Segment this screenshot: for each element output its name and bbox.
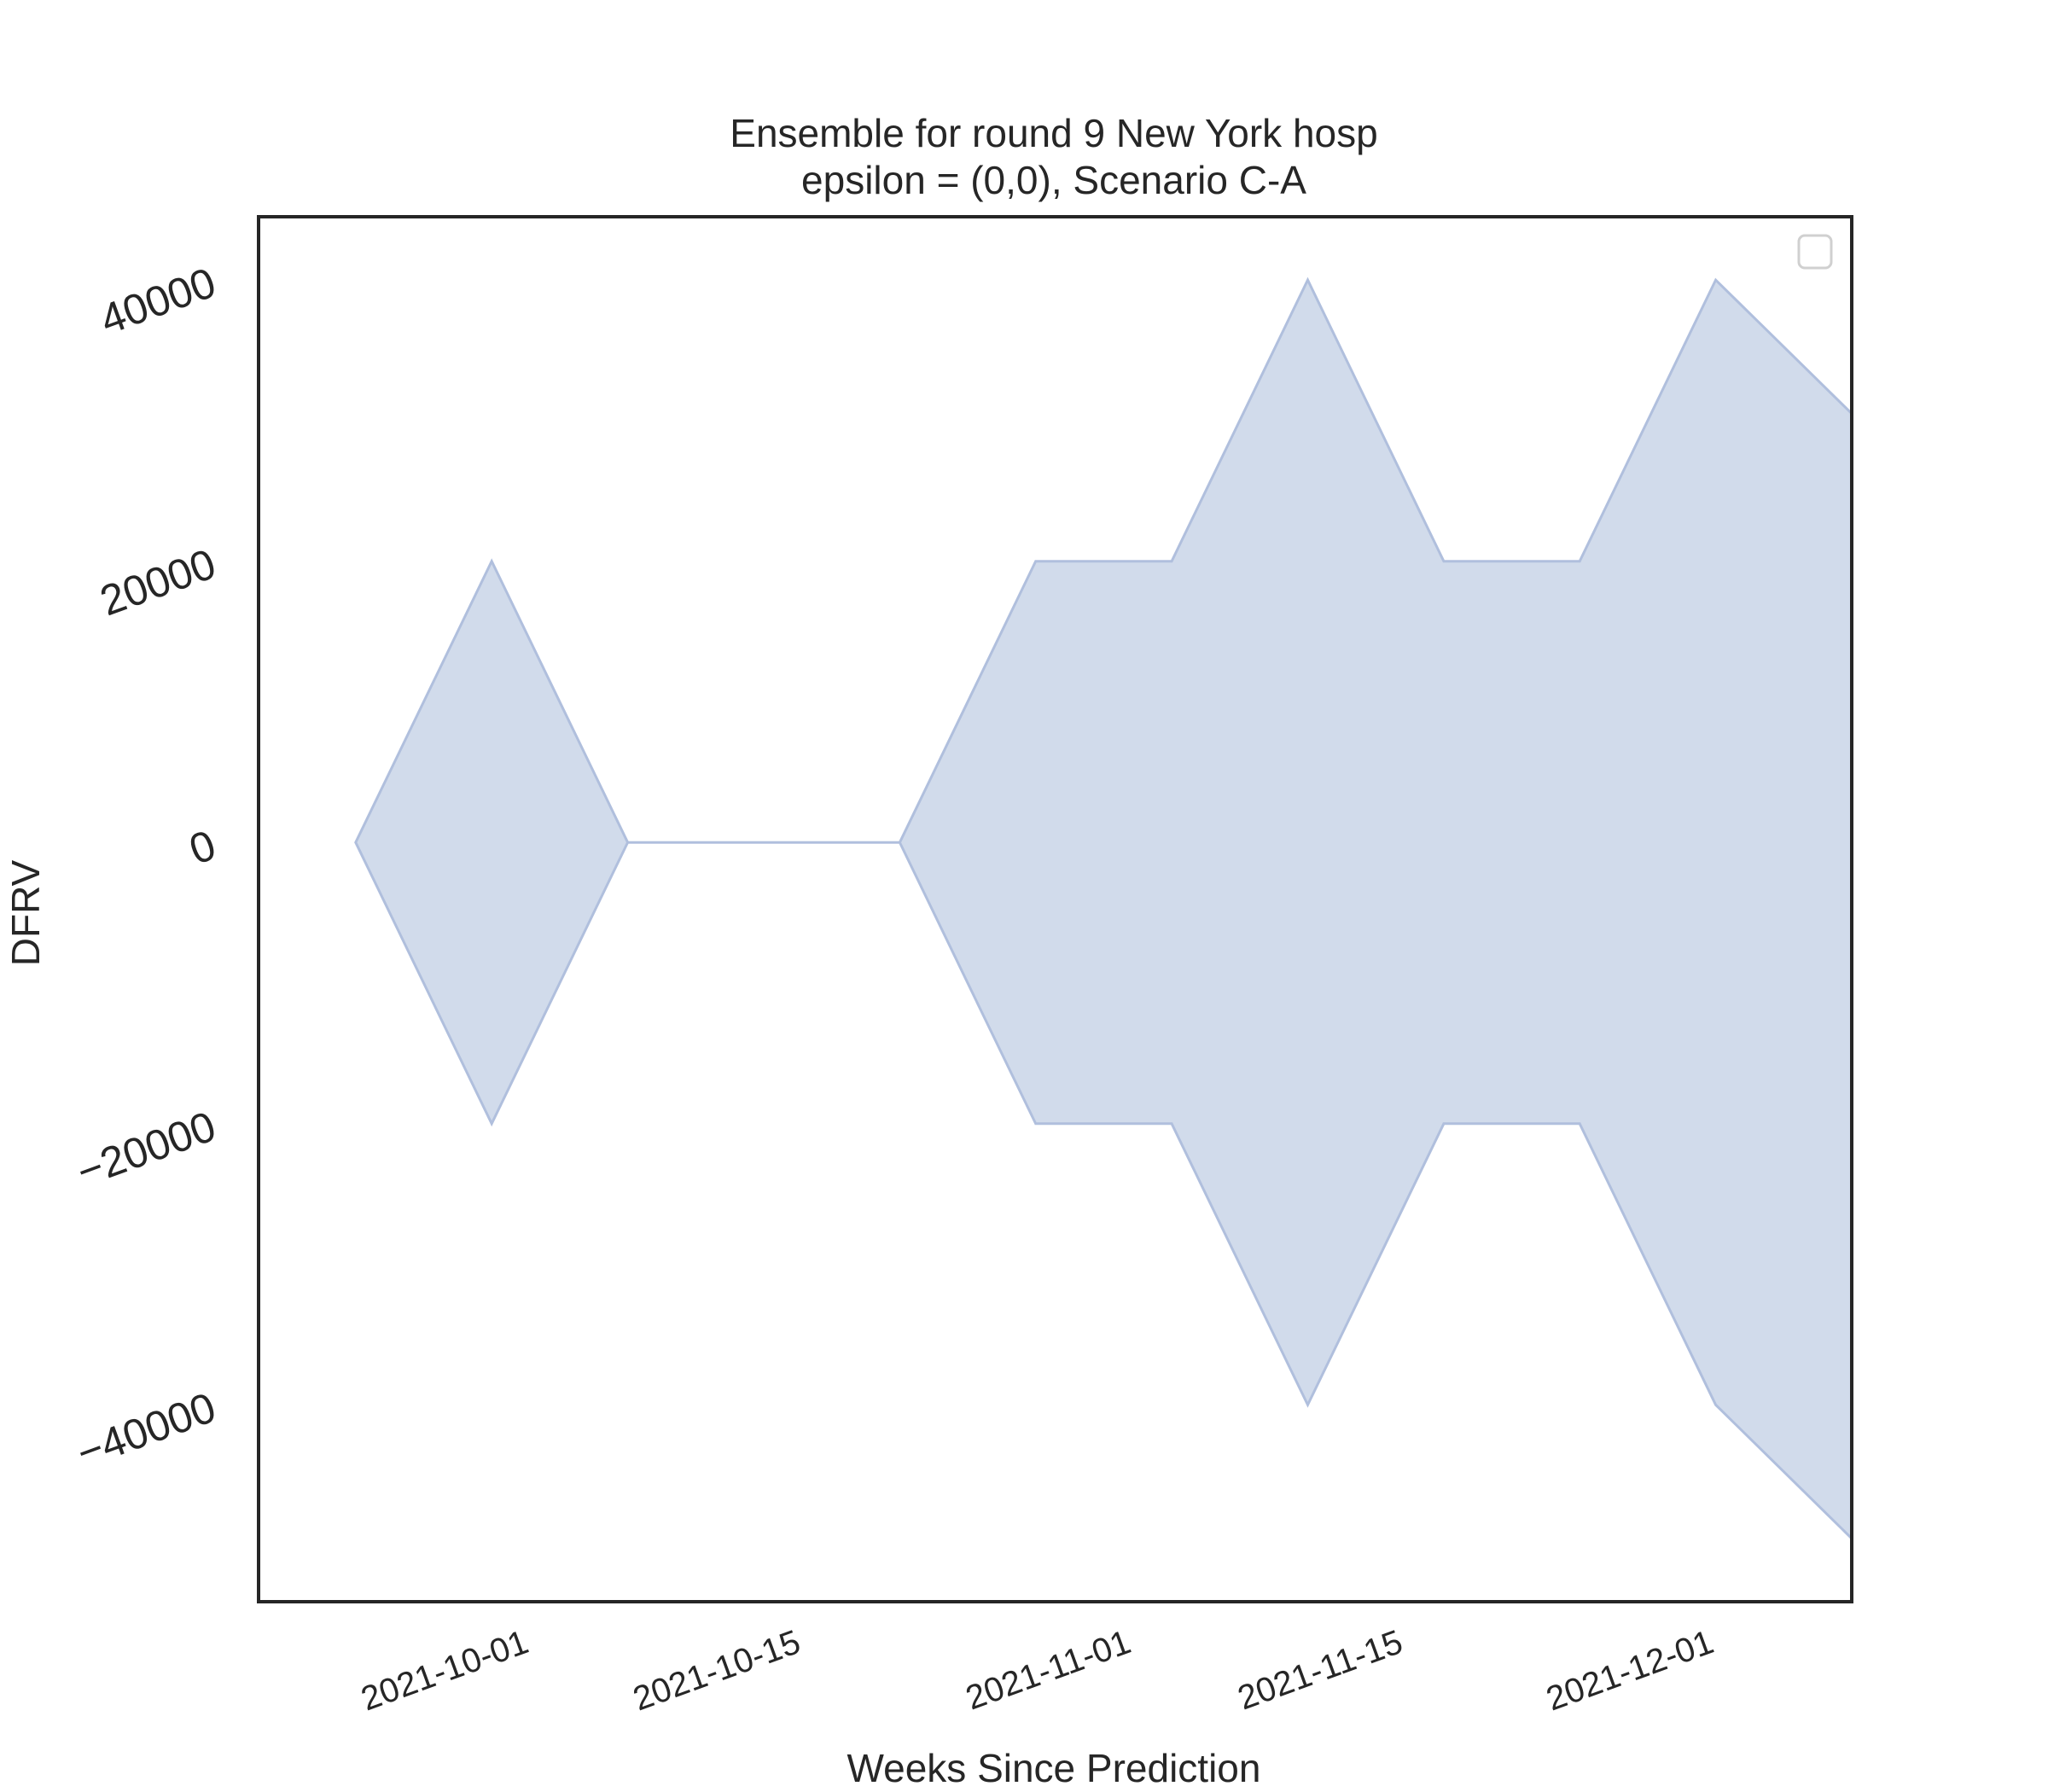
legend-box [1797, 234, 1833, 270]
y-tick-label: 20000 [94, 539, 222, 625]
y-tick-label: −40000 [71, 1383, 222, 1477]
x-tick-label: 2021-10-01 [357, 1623, 533, 1718]
y-tick-label: 0 [183, 821, 222, 874]
x-tick-label: 2021-10-15 [628, 1623, 805, 1718]
x-axis-ticks: 2021-10-01 2021-10-15 2021-11-01 2021-11-15… [357, 1623, 1719, 1718]
x-tick-label: 2021-12-01 [1541, 1623, 1718, 1718]
y-axis-label: DFRV [3, 859, 48, 966]
y-tick-label: −20000 [71, 1102, 222, 1196]
x-tick-label: 2021-11-01 [961, 1623, 1136, 1717]
x-axis-label: Weeks Since Prediction [847, 1746, 1261, 1790]
x-tick-label: 2021-11-15 [1233, 1623, 1408, 1717]
confidence-band-series-0 [354, 276, 1853, 1542]
plot-area [354, 276, 1853, 1542]
y-tick-label: 40000 [94, 259, 222, 344]
chart-title: Ensemble for round 9 New York hosp [730, 111, 1377, 155]
axes-frame [257, 215, 1853, 1603]
y-axis-ticks: −40000 −20000 0 20000 40000 [71, 259, 222, 1477]
chart-subtitle: epsilon = (0,0), Scenario C-A [801, 158, 1306, 202]
